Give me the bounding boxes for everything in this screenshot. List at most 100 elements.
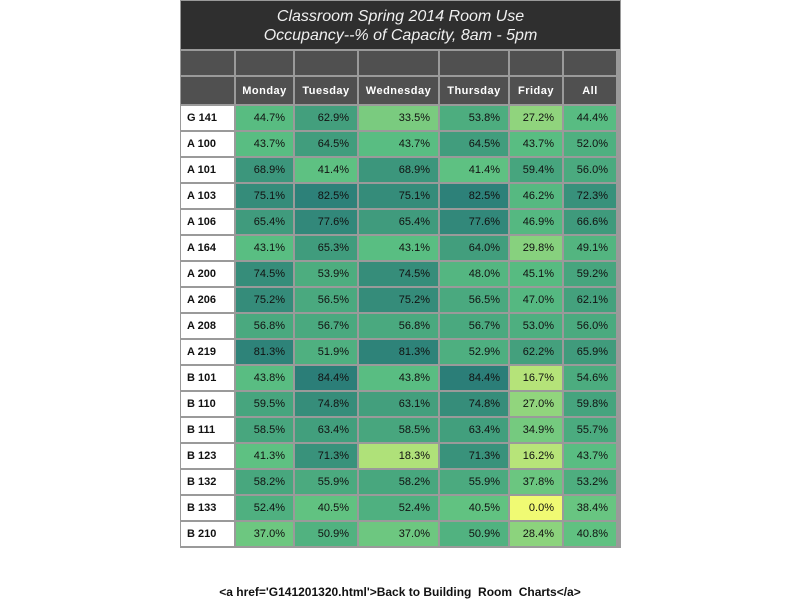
- heatmap-cell: 55.7%: [564, 418, 616, 442]
- heatmap-cell: 81.3%: [359, 340, 438, 364]
- heatmap-cell: 16.7%: [510, 366, 562, 390]
- heatmap-cell: 59.5%: [236, 392, 293, 416]
- heatmap-cell: 44.4%: [564, 106, 616, 130]
- heatmap-cell: 37.0%: [359, 522, 438, 546]
- heatmap-cell: 0.0%: [510, 496, 562, 520]
- header-blank-cell: [181, 51, 234, 75]
- column-header-monday: Monday: [236, 77, 293, 104]
- heatmap-cell: 48.0%: [440, 262, 508, 286]
- heatmap-cell: 72.3%: [564, 184, 616, 208]
- row-label: A 208: [181, 314, 234, 338]
- column-header-friday: Friday: [510, 77, 562, 104]
- heatmap-cell: 65.4%: [236, 210, 293, 234]
- row-label: A 206: [181, 288, 234, 312]
- heatmap-cell: 55.9%: [440, 470, 508, 494]
- heatmap-cell: 52.9%: [440, 340, 508, 364]
- heatmap-cell: 58.2%: [236, 470, 293, 494]
- chart-subtitle: Occupancy--% of Capacity, 8am - 5pm: [263, 27, 538, 44]
- row-label: B 210: [181, 522, 234, 546]
- row-label: B 110: [181, 392, 234, 416]
- heatmap-cell: 56.0%: [564, 314, 616, 338]
- heatmap-cell: 52.0%: [564, 132, 616, 156]
- heatmap-cell: 64.5%: [295, 132, 357, 156]
- heatmap-cell: 56.0%: [564, 158, 616, 182]
- heatmap-cell: 53.2%: [564, 470, 616, 494]
- heatmap-cell: 51.9%: [295, 340, 357, 364]
- heatmap-cell: 53.0%: [510, 314, 562, 338]
- heatmap-cell: 74.8%: [295, 392, 357, 416]
- heatmap-cell: 46.2%: [510, 184, 562, 208]
- heatmap-cell: 63.4%: [440, 418, 508, 442]
- column-header-tuesday: Tuesday: [295, 77, 357, 104]
- row-label: B 133: [181, 496, 234, 520]
- row-label: A 164: [181, 236, 234, 260]
- heatmap-cell: 45.1%: [510, 262, 562, 286]
- heatmap-cell: 43.1%: [359, 236, 438, 260]
- heatmap-cell: 74.8%: [440, 392, 508, 416]
- heatmap-cell: 43.7%: [236, 132, 293, 156]
- heatmap-cell: 37.8%: [510, 470, 562, 494]
- heatmap-cell: 43.7%: [564, 444, 616, 468]
- heatmap-cell: 65.3%: [295, 236, 357, 260]
- column-header-all: All: [564, 77, 616, 104]
- heatmap-cell: 18.3%: [359, 444, 438, 468]
- heatmap-cell: 75.2%: [359, 288, 438, 312]
- heatmap-cell: 68.9%: [359, 158, 438, 182]
- heatmap-cell: 40.5%: [295, 496, 357, 520]
- occupancy-heatmap: Classroom Spring 2014 Room Use Occupancy…: [180, 0, 621, 548]
- heatmap-cell: 63.1%: [359, 392, 438, 416]
- heatmap-cell: 55.9%: [295, 470, 357, 494]
- heatmap-cell: 68.9%: [236, 158, 293, 182]
- chart-title-box: Classroom Spring 2014 Room Use Occupancy…: [181, 1, 620, 49]
- heatmap-cell: 40.5%: [440, 496, 508, 520]
- heatmap-cell: 82.5%: [440, 184, 508, 208]
- heatmap-cell: 56.5%: [440, 288, 508, 312]
- heatmap-cell: 58.2%: [359, 470, 438, 494]
- heatmap-cell: 77.6%: [440, 210, 508, 234]
- heatmap-cell: 41.3%: [236, 444, 293, 468]
- row-label: B 111: [181, 418, 234, 442]
- row-label: A 106: [181, 210, 234, 234]
- heatmap-cell: 58.5%: [359, 418, 438, 442]
- heatmap-cell: 53.9%: [295, 262, 357, 286]
- heatmap-cell: 49.1%: [564, 236, 616, 260]
- column-header-thursday: Thursday: [440, 77, 508, 104]
- header-blank-cell: [564, 51, 616, 75]
- heatmap-cell: 65.9%: [564, 340, 616, 364]
- header-blank-cell: [359, 51, 438, 75]
- heatmap-cell: 71.3%: [440, 444, 508, 468]
- column-header-wednesday: Wednesday: [359, 77, 438, 104]
- heatmap-cell: 56.7%: [295, 314, 357, 338]
- back-link-text[interactable]: <a href='G141201320.html'>Back to Buildi…: [219, 585, 581, 599]
- heatmap-cell: 34.9%: [510, 418, 562, 442]
- heatmap-cell: 37.0%: [236, 522, 293, 546]
- row-label: A 101: [181, 158, 234, 182]
- heatmap-cell: 53.8%: [440, 106, 508, 130]
- heatmap-cell: 41.4%: [295, 158, 357, 182]
- heatmap-cell: 66.6%: [564, 210, 616, 234]
- heatmap-cell: 43.7%: [359, 132, 438, 156]
- heatmap-cell: 59.2%: [564, 262, 616, 286]
- heatmap-cell: 52.4%: [359, 496, 438, 520]
- row-label: G 141: [181, 106, 234, 130]
- header-blank-cell: [440, 51, 508, 75]
- heatmap-cell: 46.9%: [510, 210, 562, 234]
- heatmap-cell: 71.3%: [295, 444, 357, 468]
- heatmap-cell: 58.5%: [236, 418, 293, 442]
- heatmap-cell: 50.9%: [295, 522, 357, 546]
- heatmap-cell: 29.8%: [510, 236, 562, 260]
- heatmap-cell: 28.4%: [510, 522, 562, 546]
- heatmap-cell: 27.2%: [510, 106, 562, 130]
- heatmap-cell: 77.6%: [295, 210, 357, 234]
- row-label: B 101: [181, 366, 234, 390]
- heatmap-cell: 43.1%: [236, 236, 293, 260]
- heatmap-cell: 52.4%: [236, 496, 293, 520]
- heatmap-cell: 81.3%: [236, 340, 293, 364]
- header-blank-cell: [295, 51, 357, 75]
- row-label: B 123: [181, 444, 234, 468]
- heatmap-cell: 84.4%: [295, 366, 357, 390]
- heatmap-cell: 43.7%: [510, 132, 562, 156]
- heatmap-cell: 56.8%: [359, 314, 438, 338]
- heatmap-cell: 62.2%: [510, 340, 562, 364]
- heatmap-cell: 74.5%: [236, 262, 293, 286]
